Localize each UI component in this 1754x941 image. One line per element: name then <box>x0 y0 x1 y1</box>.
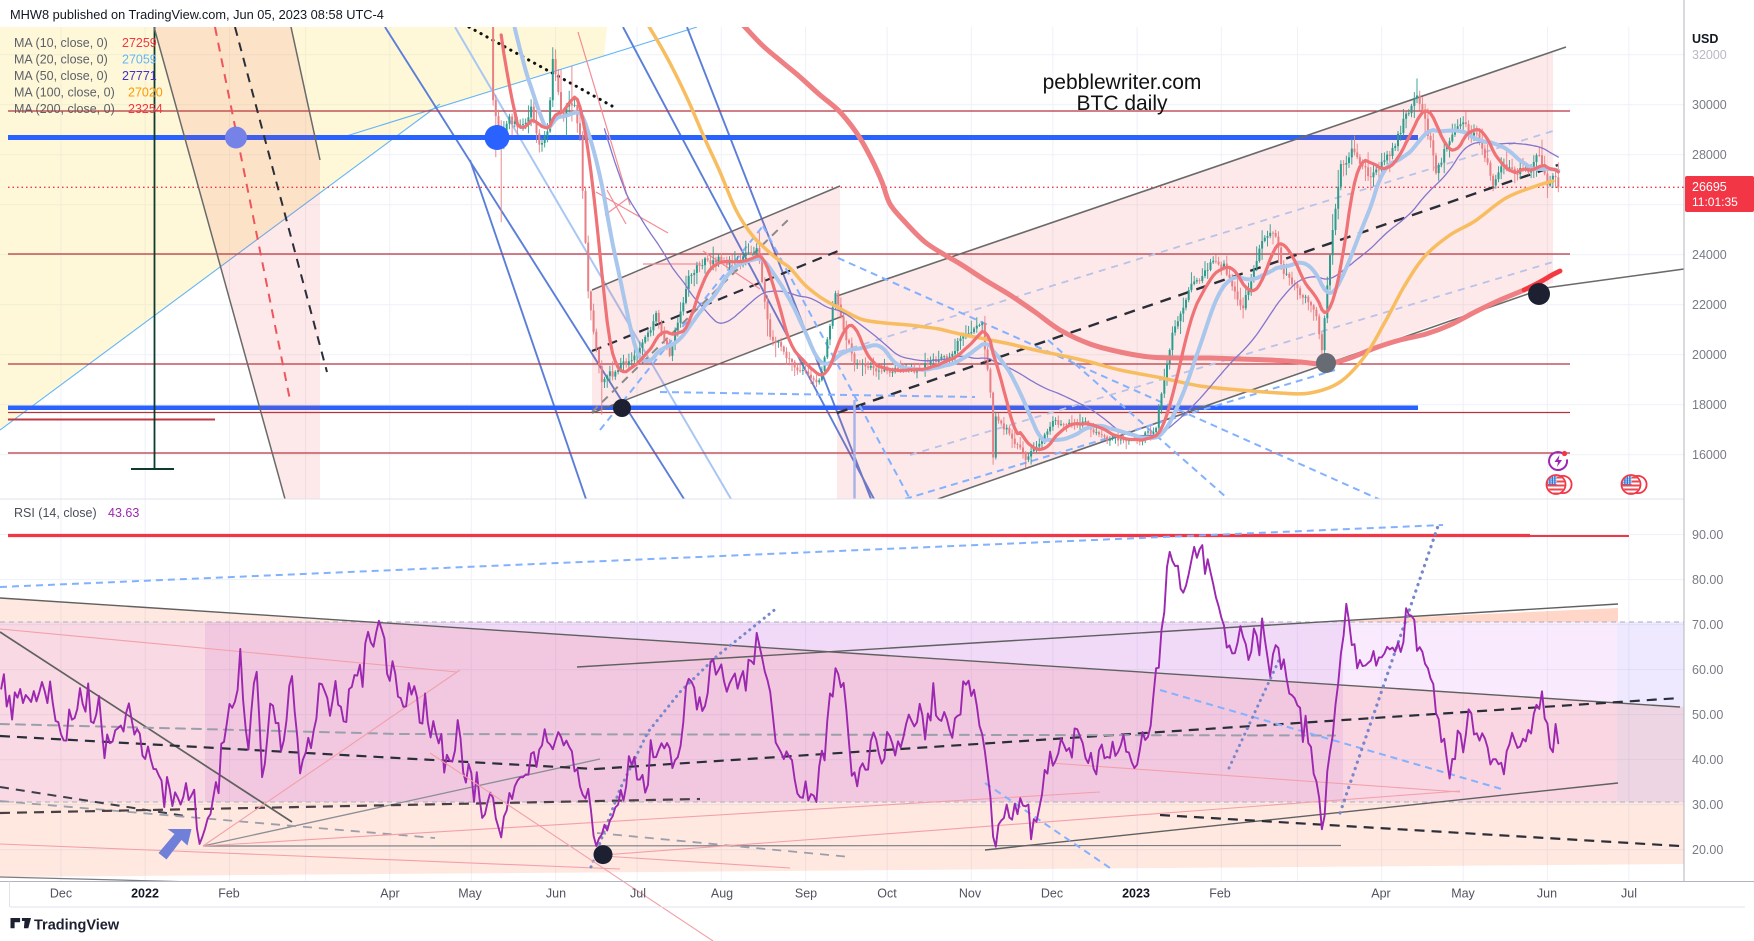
svg-text:2022: 2022 <box>131 887 159 901</box>
svg-text:Dec: Dec <box>50 887 72 901</box>
svg-text:Feb: Feb <box>1209 887 1231 901</box>
svg-text:May: May <box>458 887 482 901</box>
svg-text:Apr: Apr <box>380 887 399 901</box>
svg-text:MA (20, close, 0): MA (20, close, 0) <box>14 53 108 67</box>
svg-text:28000: 28000 <box>1692 148 1727 162</box>
svg-text:MA (50, close, 0): MA (50, close, 0) <box>14 69 108 83</box>
svg-text:Jul: Jul <box>1621 887 1637 901</box>
svg-text:27020: 27020 <box>128 86 163 100</box>
svg-text:RSI (14, close): RSI (14, close) <box>14 506 97 520</box>
svg-text:Apr: Apr <box>1371 887 1390 901</box>
svg-text:30.00: 30.00 <box>1692 798 1723 812</box>
svg-text:pebblewriter.com: pebblewriter.com <box>1043 71 1202 94</box>
svg-text:20.00: 20.00 <box>1692 843 1723 857</box>
svg-text:Sep: Sep <box>795 887 817 901</box>
svg-text:Jun: Jun <box>546 887 566 901</box>
svg-text:11:01:35: 11:01:35 <box>1692 195 1738 209</box>
svg-text:43.63: 43.63 <box>108 506 139 520</box>
svg-text:USD: USD <box>1692 32 1718 46</box>
svg-text:22000: 22000 <box>1692 298 1727 312</box>
svg-text:40.00: 40.00 <box>1692 753 1723 767</box>
svg-text:20000: 20000 <box>1692 348 1727 362</box>
svg-text:May: May <box>1451 887 1475 901</box>
svg-text:Feb: Feb <box>218 887 240 901</box>
svg-text:Jun: Jun <box>1537 887 1557 901</box>
svg-text:26695: 26695 <box>1692 180 1727 194</box>
svg-text:30000: 30000 <box>1692 98 1727 112</box>
svg-text:MHW8 published on TradingView.: MHW8 published on TradingView.com, Jun 0… <box>10 7 384 22</box>
svg-text:TradingView: TradingView <box>34 918 120 934</box>
svg-text:27771: 27771 <box>122 69 157 83</box>
svg-text:90.00: 90.00 <box>1692 528 1723 542</box>
svg-text:27059: 27059 <box>122 53 157 67</box>
svg-text:70.00: 70.00 <box>1692 618 1723 632</box>
svg-text:18000: 18000 <box>1692 398 1727 412</box>
svg-text:Dec: Dec <box>1041 887 1063 901</box>
svg-text:BTC daily: BTC daily <box>1076 92 1168 115</box>
svg-text:50.00: 50.00 <box>1692 708 1723 722</box>
svg-text:Jul: Jul <box>630 887 646 901</box>
svg-text:80.00: 80.00 <box>1692 573 1723 587</box>
svg-text:16000: 16000 <box>1692 448 1727 462</box>
svg-text:32000: 32000 <box>1692 48 1727 62</box>
svg-text:MA (10, close, 0): MA (10, close, 0) <box>14 36 108 50</box>
svg-text:Aug: Aug <box>711 887 733 901</box>
svg-text:23254: 23254 <box>128 102 163 116</box>
svg-text:Oct: Oct <box>877 887 897 901</box>
svg-text:Nov: Nov <box>959 887 982 901</box>
svg-text:27259: 27259 <box>122 36 157 50</box>
svg-text:24000: 24000 <box>1692 248 1727 262</box>
svg-text:60.00: 60.00 <box>1692 663 1723 677</box>
svg-text:MA (100, close, 0): MA (100, close, 0) <box>14 86 115 100</box>
svg-text:2023: 2023 <box>1122 887 1150 901</box>
svg-text:MA (200, close, 0): MA (200, close, 0) <box>14 102 115 116</box>
